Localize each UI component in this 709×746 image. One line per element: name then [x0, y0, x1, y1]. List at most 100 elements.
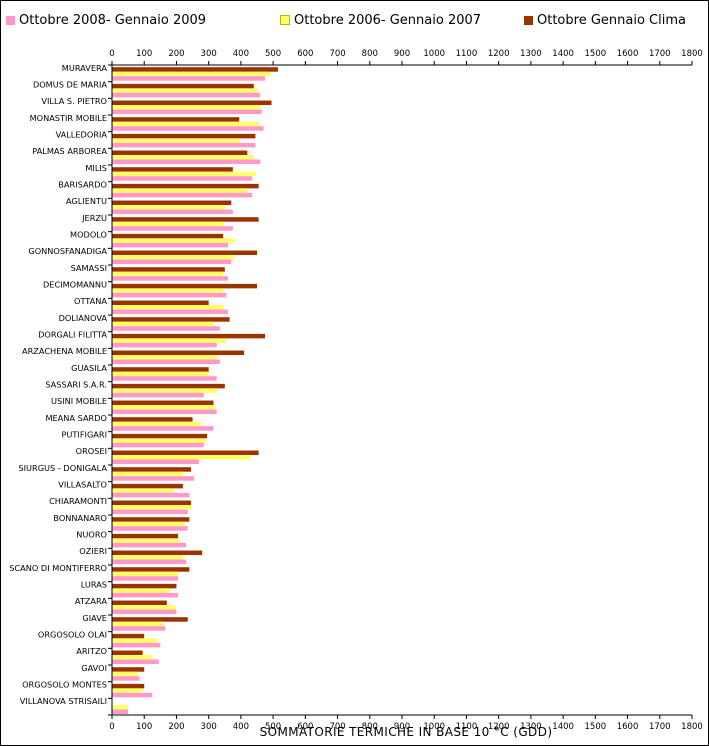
category-label: OROSEI — [76, 446, 107, 456]
bar-2008-2009 — [112, 376, 217, 381]
x-tick-label-top: 400 — [233, 49, 249, 59]
legend-label-brown: Ottobre Gennaio Clima — [537, 12, 686, 28]
bar-clima — [112, 167, 233, 172]
x-tick-label-bottom: 1300 — [520, 722, 542, 732]
bar-clima — [112, 117, 240, 122]
bar-2006-2007 — [112, 621, 164, 627]
category-label: DOMUS DE MARIA — [33, 80, 107, 90]
bar-2008-2009 — [112, 459, 199, 465]
x-axis-label: SOMMATORIE TERMICHE IN BASE 10 °C (GDD) — [260, 725, 553, 739]
category-label: MODOLO — [70, 230, 107, 240]
bar-2006-2007 — [112, 321, 214, 327]
bar-2006-2007 — [112, 221, 224, 227]
bar-2006-2007 — [112, 488, 174, 493]
bar-2006-2007 — [112, 538, 180, 543]
bar-2008-2009 — [112, 442, 204, 448]
bar-2008-2009 — [112, 692, 153, 698]
bar-clima — [112, 133, 256, 139]
x-tick-label-top: 1400 — [552, 49, 574, 59]
category-label: MURAVERA — [62, 63, 108, 73]
x-tick-label-top: 1100 — [456, 49, 478, 59]
bar-2006-2007 — [112, 355, 217, 360]
category-label: ARZACHENA MOBILE — [22, 346, 107, 356]
category-label: CHIARAMONTI — [49, 496, 107, 506]
bar-clima — [112, 650, 143, 656]
bar-clima — [112, 150, 248, 156]
x-tick-label-top: 100 — [136, 49, 152, 59]
bar-2008-2009 — [112, 242, 228, 248]
bar-2006-2007 — [112, 688, 143, 693]
bar-clima — [112, 300, 209, 306]
x-tick-label-bottom: 1600 — [617, 722, 639, 732]
bar-clima — [112, 567, 190, 572]
bar-clima — [112, 67, 278, 72]
bar-2008-2009 — [112, 259, 232, 265]
bar-2006-2007 — [112, 455, 251, 460]
x-tick-label-top: 1200 — [488, 49, 510, 59]
bar-2006-2007 — [112, 471, 183, 477]
x-tick-label-bottom: 1700 — [649, 722, 671, 732]
legend-swatch-brown — [524, 15, 533, 25]
bar-clima — [112, 267, 225, 272]
bar-clima — [112, 283, 257, 289]
bar-2006-2007 — [112, 671, 138, 677]
legend-item-yellow: Ottobre 2006- Gennaio 2007 — [280, 12, 481, 28]
bar-2008-2009 — [112, 709, 129, 715]
category-label: SASSARI S.A.R. — [45, 380, 107, 390]
axes-group: MURAVERA DOMUS DE MARIA VILLA S. PIETRO MON… — [9, 49, 703, 732]
x-tick-label-bottom: 600 — [297, 722, 313, 732]
category-label: VILLANOVA STRISAILI — [20, 696, 107, 706]
category-label: SCANO DI MONTIFERRO — [9, 563, 107, 573]
bar-clima — [112, 533, 179, 539]
bar-2006-2007 — [112, 605, 175, 610]
bar-2006-2007 — [112, 238, 235, 243]
x-tick-label-bottom: 100 — [136, 722, 152, 732]
x-tick-label-top: 500 — [265, 49, 281, 59]
bar-2006-2007 — [112, 188, 248, 193]
legend-label-pink: Ottobre 2008- Gennaio 2009 — [19, 12, 207, 28]
bar-2006-2007 — [112, 105, 261, 110]
bar-2006-2007 — [112, 438, 206, 443]
category-label: GONNOSFANADIGA — [28, 246, 107, 256]
legend-item-brown: Ottobre Gennaio Clima — [524, 12, 686, 28]
bar-2008-2009 — [112, 559, 187, 565]
bar-2006-2007 — [112, 705, 129, 710]
bar-2008-2009 — [112, 626, 166, 631]
bar-clima — [112, 383, 225, 389]
bar-2006-2007 — [112, 655, 153, 660]
bar-clima — [112, 233, 224, 239]
x-tick-label-top: 300 — [201, 49, 217, 59]
bar-2006-2007 — [112, 271, 224, 277]
category-label: VILLASALTO — [58, 480, 107, 490]
x-tick-label-bottom: 800 — [362, 722, 378, 732]
x-tick-label-top: 1700 — [649, 49, 671, 59]
category-label: DOLIANOVA — [59, 313, 108, 323]
x-tick-label-bottom: 900 — [394, 722, 410, 732]
category-label: VILLA S. PIETRO — [41, 96, 107, 106]
x-tick-label-bottom: 700 — [329, 722, 345, 732]
bar-2006-2007 — [112, 405, 216, 410]
bar-2006-2007 — [112, 121, 259, 127]
x-tick-label-bottom: 500 — [265, 722, 281, 732]
bar-2008-2009 — [112, 526, 188, 531]
bar-2008-2009 — [112, 176, 253, 181]
bar-2008-2009 — [112, 509, 188, 515]
bar-2006-2007 — [112, 338, 227, 343]
bar-clima — [112, 483, 183, 489]
x-tick-label-bottom: 1100 — [456, 722, 478, 732]
bar-clima — [112, 317, 230, 322]
bar-clima — [112, 550, 203, 556]
bar-clima — [112, 183, 259, 189]
bar-clima — [112, 400, 214, 406]
bar-2008-2009 — [112, 109, 262, 115]
bar-clima — [112, 417, 193, 422]
x-tick-label-top: 600 — [297, 49, 313, 59]
bar-clima — [112, 617, 188, 622]
bar-2006-2007 — [112, 505, 191, 510]
category-label: GAVOI — [81, 663, 107, 673]
category-label: SAMASSI — [71, 263, 107, 273]
bar-2008-2009 — [112, 292, 227, 298]
category-label: PUTIFIGARI — [61, 430, 107, 440]
bar-clima — [112, 450, 259, 456]
